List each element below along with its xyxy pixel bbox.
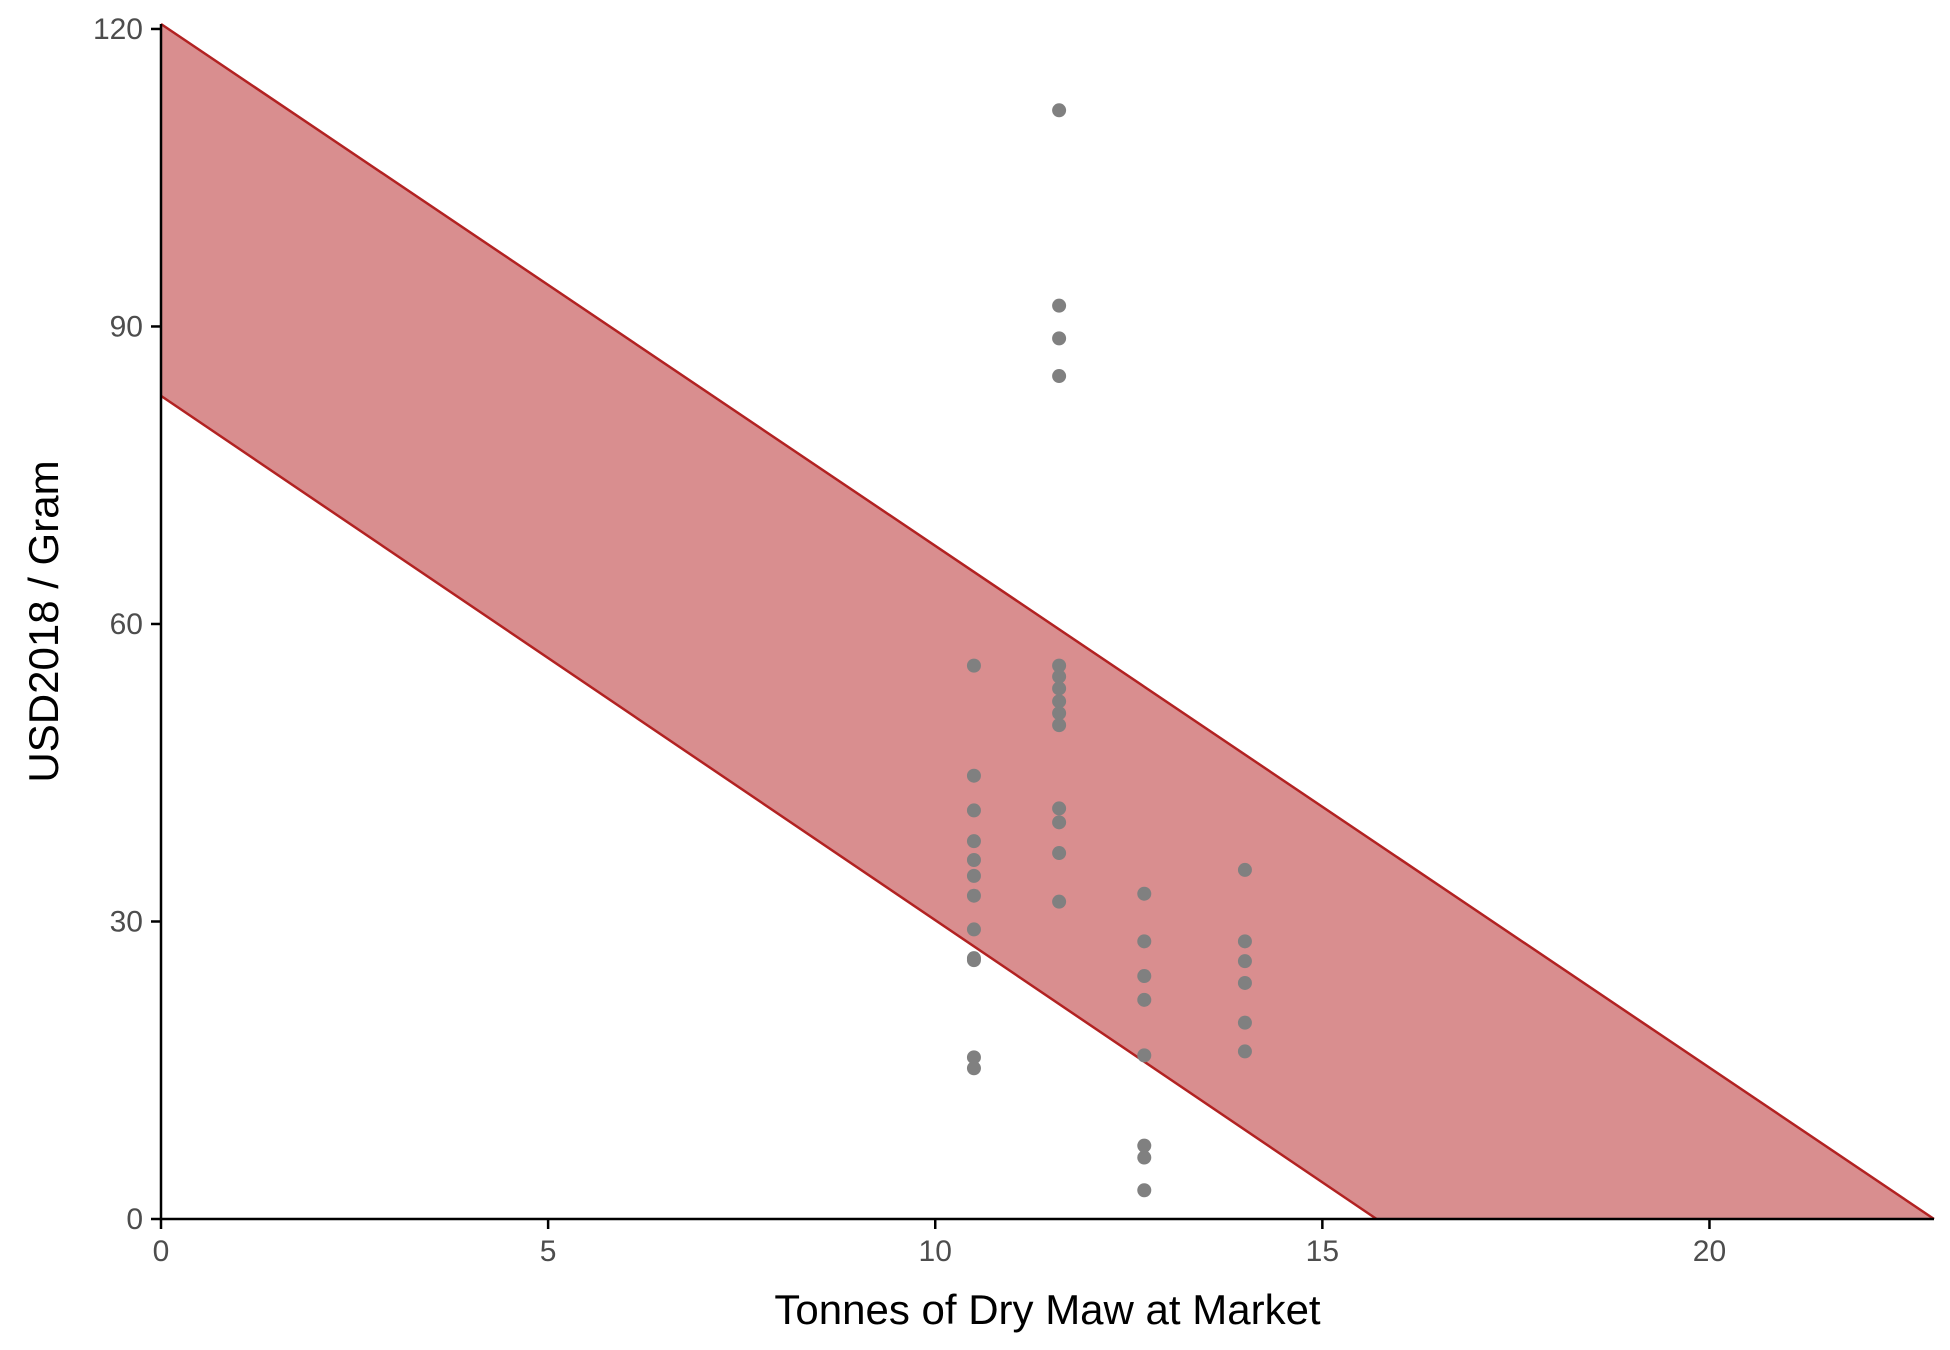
y-axis-title: USD2018 / Gram	[20, 460, 67, 782]
data-point	[1137, 992, 1152, 1007]
data-point	[1052, 669, 1067, 684]
data-point	[1052, 694, 1067, 709]
x-tick-label: 0	[153, 1235, 170, 1268]
data-point	[1137, 886, 1152, 901]
data-point	[1237, 862, 1252, 877]
y-tick-label: 90	[110, 310, 143, 343]
x-tick-label: 15	[1306, 1235, 1339, 1268]
data-point	[966, 1061, 981, 1076]
data-point	[1137, 969, 1152, 984]
data-point	[1052, 331, 1067, 346]
x-tick-label: 20	[1693, 1235, 1726, 1268]
data-point	[966, 803, 981, 818]
data-point	[1052, 894, 1067, 909]
data-point	[1137, 1150, 1152, 1165]
data-point	[966, 834, 981, 849]
data-point	[966, 922, 981, 937]
data-point	[1052, 658, 1067, 673]
band-lower-line	[160, 394, 1378, 1221]
x-tick-label: 10	[919, 1235, 952, 1268]
data-point	[966, 953, 981, 968]
data-point	[1052, 298, 1067, 313]
data-point	[1237, 975, 1252, 990]
data-point	[1052, 369, 1067, 384]
data-point	[1137, 1048, 1152, 1063]
x-tick-label: 5	[540, 1235, 557, 1268]
data-point	[1237, 1044, 1252, 1059]
data-point	[1137, 934, 1152, 949]
axes: 0 5 10 15 20 0 30 60 90 120	[93, 13, 1934, 1268]
data-point	[1137, 1183, 1152, 1198]
y-tick-label: 0	[126, 1203, 143, 1236]
data-point	[1137, 1138, 1152, 1153]
data-point	[966, 868, 981, 883]
data-point	[966, 658, 981, 673]
data-point	[1052, 706, 1067, 721]
data-point	[966, 888, 981, 903]
data-point	[1052, 103, 1067, 118]
data-point	[966, 1050, 981, 1065]
y-tick-label: 120	[93, 13, 143, 46]
data-point	[1052, 846, 1067, 861]
data-point	[1237, 934, 1252, 949]
data-point	[1237, 954, 1252, 969]
scatter-points	[966, 103, 1252, 1198]
y-tick-label: 30	[110, 905, 143, 938]
data-point	[966, 768, 981, 783]
data-point	[1052, 718, 1067, 733]
data-point	[966, 853, 981, 868]
data-point	[1237, 1015, 1252, 1030]
data-point	[1052, 815, 1067, 830]
y-tick-label: 60	[110, 608, 143, 641]
data-point	[1052, 681, 1067, 696]
x-axis-title: Tonnes of Dry Maw at Market	[774, 1286, 1321, 1333]
band-upper-line	[160, 22, 1935, 1221]
confidence-band	[160, 22, 1935, 1221]
data-point	[1052, 801, 1067, 816]
